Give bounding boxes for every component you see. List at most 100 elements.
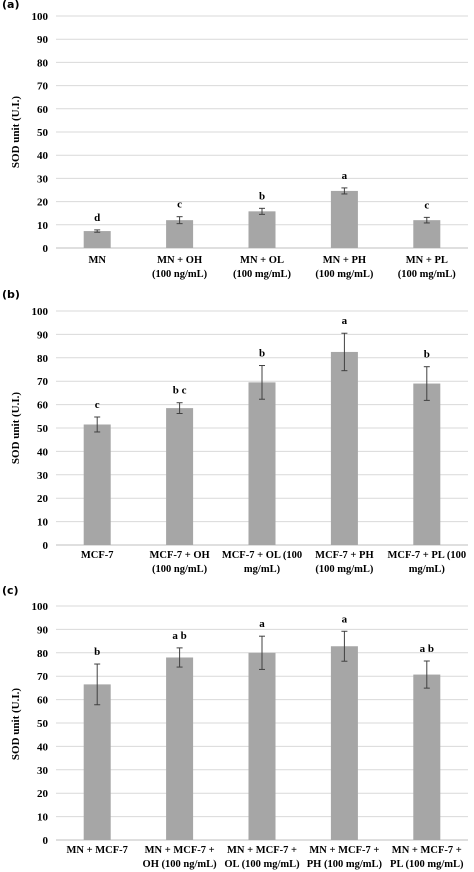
category-label: MCF-7 + PL (100	[387, 550, 466, 561]
category-label: MCF-7 + PH	[315, 550, 373, 561]
bar	[248, 652, 276, 840]
y-tick-label: 30	[37, 765, 49, 777]
bar	[166, 220, 194, 248]
y-tick-label: 20	[37, 788, 49, 800]
category-label: PL (100 mg/mL)	[390, 859, 464, 870]
y-tick-label: 80	[37, 648, 49, 660]
significance-label: d	[94, 212, 100, 224]
y-tick-label: 10	[37, 220, 49, 232]
category-label: MN + MCF-7 +	[145, 845, 215, 856]
significance-label: b	[259, 190, 265, 202]
bar	[248, 211, 276, 248]
y-axis-title: SOD unit (U.I.)	[10, 96, 22, 168]
category-label: (100 ng/mL)	[152, 269, 208, 280]
y-tick-label: 50	[37, 127, 49, 139]
category-label: mg/mL)	[409, 564, 446, 575]
y-tick-label: 100	[32, 601, 49, 613]
y-tick-label: 50	[37, 423, 49, 435]
bar	[330, 351, 358, 545]
y-axis-title: SOD unit (U.I.)	[10, 688, 22, 760]
category-label: PH (100 mg/mL)	[307, 859, 383, 870]
category-label: mg/mL)	[244, 564, 281, 575]
category-label: MN	[88, 255, 106, 266]
significance-label: c	[424, 199, 429, 211]
chart-panel-1: (a) SOD unit (U.I.) 0 10 20 30 40 50 60 70 80 90 100…	[2, 0, 468, 280]
y-tick-label: 0	[43, 243, 49, 255]
y-tick-label: 40	[37, 446, 49, 458]
significance-label: b	[259, 348, 265, 360]
significance-label: a	[342, 613, 348, 625]
y-tick-label: 20	[37, 493, 49, 505]
bar	[248, 382, 276, 545]
category-label: MN + PL	[406, 255, 448, 266]
category-label: (100 mg/mL)	[315, 564, 374, 575]
bar	[83, 231, 111, 248]
y-tick-label: 70	[37, 376, 49, 388]
significance-label: b	[424, 349, 430, 361]
y-tick-label: 10	[37, 517, 49, 529]
significance-label: a b	[172, 630, 186, 642]
category-label: MN + MCF-7 +	[309, 845, 379, 856]
y-tick-label: 50	[37, 718, 49, 730]
y-tick-label: 30	[37, 173, 49, 185]
bar	[413, 220, 441, 248]
y-tick-label: 90	[37, 329, 49, 341]
bar	[166, 657, 194, 840]
y-tick-label: 0	[43, 835, 49, 847]
significance-label: c	[177, 199, 182, 211]
y-tick-label: 80	[37, 353, 49, 365]
significance-label: b c	[173, 385, 187, 397]
y-tick-label: 60	[37, 104, 49, 116]
category-label: MCF-7 + OL (100	[222, 550, 302, 561]
bar	[83, 424, 111, 545]
category-label: MN + PH	[323, 255, 366, 266]
chart-panel-3: (c) SOD unit (U.I.) 0 10 20 30 40 50 60 70 80 90 100…	[2, 584, 468, 870]
y-tick-label: 10	[37, 812, 49, 824]
bar	[83, 684, 111, 840]
category-label: (100 mg/mL)	[233, 269, 292, 280]
y-tick-label: 40	[37, 741, 49, 753]
y-tick-label: 30	[37, 470, 49, 482]
panel-label: (a)	[2, 0, 19, 11]
category-label: MN + MCF-7	[67, 845, 128, 856]
y-tick-label: 40	[37, 150, 49, 162]
significance-label: b	[94, 646, 100, 658]
y-tick-label: 90	[37, 624, 49, 636]
significance-label: a	[342, 170, 348, 182]
y-tick-label: 100	[32, 306, 49, 318]
chart-panel-2: (b) SOD unit (U.I.) 0 10 20 30 40 50 60 70 80 90 100…	[2, 288, 468, 575]
y-tick-label: 70	[37, 81, 49, 93]
category-label: OL (100 mg/mL)	[224, 859, 300, 870]
y-tick-label: 90	[37, 34, 49, 46]
category-label: (100 ng/mL)	[152, 564, 208, 575]
y-tick-label: 100	[32, 11, 49, 23]
y-tick-label: 20	[37, 197, 49, 209]
bar	[330, 646, 358, 840]
category-label: OH (100 ng/mL)	[143, 859, 218, 870]
significance-label: a b	[420, 643, 434, 655]
category-label: MN + OL	[240, 255, 284, 266]
y-axis-title: SOD unit (U.I.)	[10, 392, 22, 464]
category-label: MN + OH	[157, 255, 202, 266]
category-label: (100 mg/mL)	[398, 269, 457, 280]
significance-label: c	[95, 399, 100, 411]
y-tick-label: 0	[43, 540, 49, 552]
bar	[413, 383, 441, 545]
category-label: MN + MCF-7 +	[392, 845, 462, 856]
y-tick-label: 70	[37, 671, 49, 683]
panel-label: (b)	[2, 288, 20, 301]
category-label: MCF-7	[81, 550, 114, 561]
bar	[330, 190, 358, 248]
bar	[166, 408, 194, 545]
category-label: MN + MCF-7 +	[227, 845, 297, 856]
y-tick-label: 80	[37, 57, 49, 69]
y-tick-label: 60	[37, 695, 49, 707]
significance-label: a	[259, 618, 265, 630]
category-label: (100 mg/mL)	[315, 269, 374, 280]
bar	[413, 674, 441, 840]
y-tick-label: 60	[37, 400, 49, 412]
category-label: MCF-7 + OH	[149, 550, 209, 561]
panel-label: (c)	[2, 584, 19, 597]
significance-label: a	[342, 315, 348, 327]
